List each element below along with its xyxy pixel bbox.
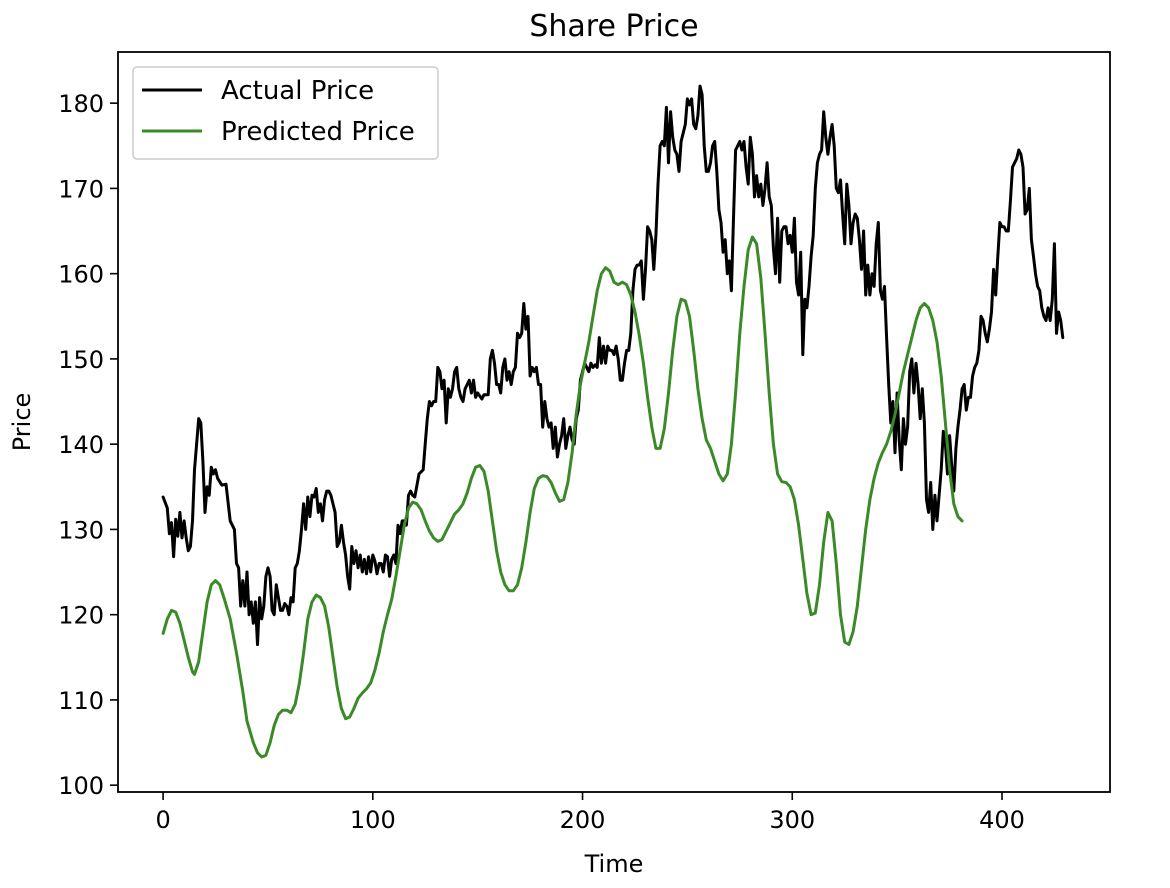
y-tick-label: 170 [58,175,104,203]
y-tick-label: 140 [58,431,104,459]
y-tick-label: 130 [58,516,104,544]
x-tick-label: 300 [769,806,815,834]
series-layer [161,84,1065,759]
series-line-actual-price [161,84,1065,646]
legend: Actual Price Predicted Price [132,66,439,160]
y-tick-label: 110 [58,687,104,715]
x-axis-label: Time [584,850,644,878]
y-axis-label: Price [8,393,36,452]
plot-frame [117,51,1111,793]
x-tick-label: 400 [979,806,1025,834]
x-tick-label: 100 [350,806,396,834]
x-tick-label: 200 [560,806,606,834]
legend-label-actual-price: Actual Price [221,76,374,106]
y-tick-label: 120 [58,602,104,630]
series-line-predicted-price [161,235,964,759]
y-tick-label: 180 [58,90,104,118]
legend-frame [132,66,439,160]
x-axis: 0 100 200 300 400 [155,792,1025,834]
y-axis: 100 110 120 130 140 150 160 170 180 [58,90,118,800]
chart-title: Share Price [529,9,698,44]
y-tick-label: 160 [58,261,104,289]
y-tick-label: 150 [58,346,104,374]
y-tick-label: 100 [58,772,104,800]
x-tick-label: 0 [155,806,170,834]
legend-label-predicted-price: Predicted Price [221,117,415,147]
